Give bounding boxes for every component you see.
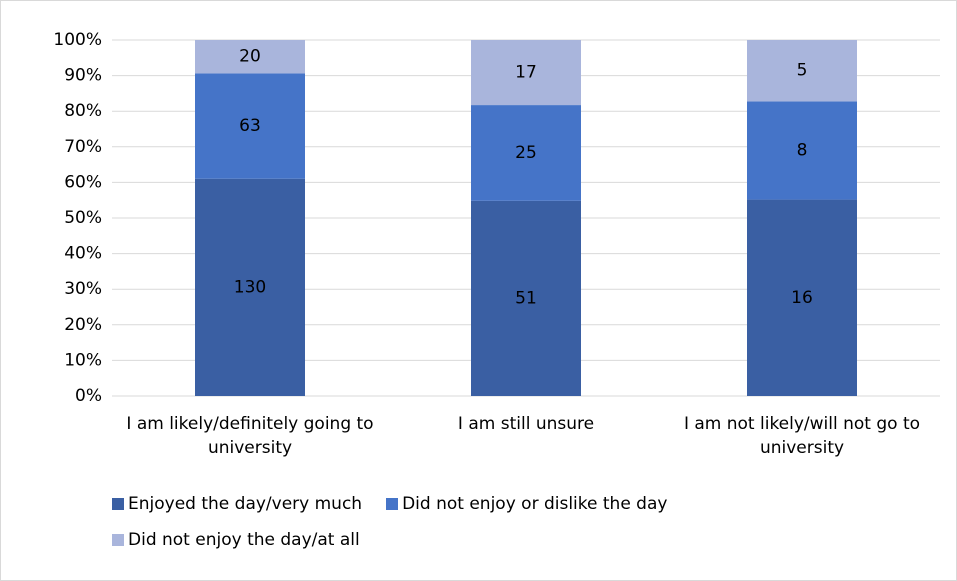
bar-segment (471, 200, 581, 396)
y-tick-label: 10% (64, 350, 102, 370)
bar-segment (195, 73, 305, 179)
legend-item: Enjoyed the day/very much (112, 494, 362, 514)
data-label: 17 (515, 63, 537, 83)
legend-label: Did not enjoy or dislike the day (402, 494, 668, 514)
y-tick-label: 40% (64, 244, 102, 264)
bar-segment (471, 105, 581, 201)
bar-segment (195, 178, 305, 396)
bar-segment (195, 40, 305, 74)
x-tick-label: I am not likely/will not go to universit… (683, 414, 921, 458)
x-tick-label: I am still unsure (457, 414, 595, 434)
data-label: 51 (515, 288, 537, 308)
bar-segment (747, 40, 857, 102)
y-tick-label: 30% (64, 279, 102, 299)
legend-swatch (112, 498, 124, 510)
y-tick-label: 0% (75, 386, 102, 406)
data-label: 16 (791, 288, 813, 308)
legend: Enjoyed the day/very much Did not enjoy o… (112, 494, 872, 550)
bar-segment (747, 101, 857, 200)
y-tick-label: 20% (64, 315, 102, 335)
y-tick-label: 80% (64, 101, 102, 121)
legend-item: Did not enjoy or dislike the day (386, 494, 667, 514)
bar-segment (747, 199, 857, 396)
data-label: 8 (797, 140, 808, 160)
y-tick-label: 100% (53, 30, 102, 50)
legend-swatch (112, 534, 124, 546)
y-tick-label: 50% (64, 208, 102, 228)
data-label: 20 (239, 47, 261, 67)
x-tick-label: I am likely/definitely going to universi… (126, 414, 374, 458)
legend-item: Did not enjoy the day/at all (112, 530, 360, 550)
y-tick-label: 90% (64, 66, 102, 86)
data-label: 25 (515, 143, 537, 163)
bar-segment (471, 40, 581, 106)
legend-swatch (386, 498, 399, 510)
data-label: 130 (234, 277, 266, 297)
data-label: 63 (239, 116, 261, 136)
y-tick-label: 60% (64, 172, 102, 192)
y-tick-label: 70% (64, 137, 102, 157)
data-label: 5 (797, 61, 808, 81)
legend-label: Enjoyed the day/very much (128, 494, 363, 514)
legend-label: Did not enjoy the day/at all (128, 530, 360, 550)
